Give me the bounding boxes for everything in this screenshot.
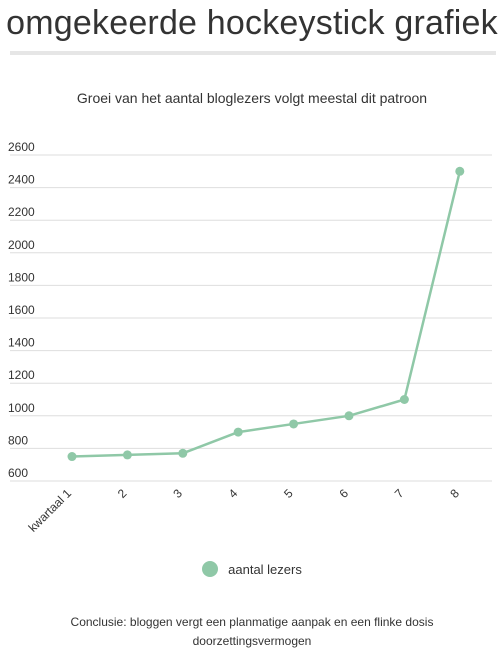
data-point xyxy=(178,448,188,458)
data-point xyxy=(122,450,132,460)
data-point xyxy=(344,411,354,421)
x-tick-label: 6 xyxy=(336,486,351,501)
series-line xyxy=(71,171,462,458)
y-tick-label: 1600 xyxy=(8,303,35,317)
y-tick-label: 600 xyxy=(8,466,28,480)
title-divider xyxy=(10,51,496,55)
y-tick-label: 1200 xyxy=(8,368,35,382)
y-tick-label: 2200 xyxy=(8,205,35,219)
y-tick-label: 1400 xyxy=(8,336,35,350)
x-axis-ticks: kwartaal 1 2 3 4 5 6 7 8 xyxy=(26,486,463,535)
y-axis-ticks: 600 800 1000 1200 1400 1600 1800 2000 2200 2400 26… xyxy=(8,140,35,480)
x-tick-label: kwartaal 1 xyxy=(26,486,75,535)
x-tick-label: 8 xyxy=(447,486,462,501)
chart-grid xyxy=(10,154,492,482)
chart-series xyxy=(67,166,465,462)
page-title: omgekeerde hockeystick grafiek xyxy=(6,4,498,42)
x-tick-label: 3 xyxy=(170,486,185,501)
x-tick-label: 4 xyxy=(226,486,241,501)
line-chart: 6008001000120014001600180020002200240026… xyxy=(8,140,492,535)
data-point xyxy=(67,452,77,462)
y-tick-label: 1800 xyxy=(8,270,35,284)
y-tick-label: 800 xyxy=(8,433,28,447)
data-point xyxy=(399,395,409,404)
x-tick-label: 7 xyxy=(392,486,407,501)
legend-label: aantal lezers xyxy=(228,561,302,577)
chart-title: Groei van het aantal bloglezers volgt me… xyxy=(76,90,428,106)
conclusion-text: Conclusie: bloggen vergt een planmatige … xyxy=(70,615,434,648)
data-point xyxy=(455,166,465,176)
data-point xyxy=(233,427,243,437)
x-tick-label: 5 xyxy=(281,486,296,501)
y-tick-label: 2400 xyxy=(8,173,35,187)
y-tick-label: 1000 xyxy=(8,401,35,415)
legend-swatch xyxy=(202,561,219,577)
x-tick-label: 2 xyxy=(115,486,130,501)
y-tick-label: 2000 xyxy=(8,238,35,252)
y-tick-label: 2600 xyxy=(8,140,35,154)
chart-legend: aantal lezers xyxy=(0,561,504,577)
data-point xyxy=(289,419,299,429)
